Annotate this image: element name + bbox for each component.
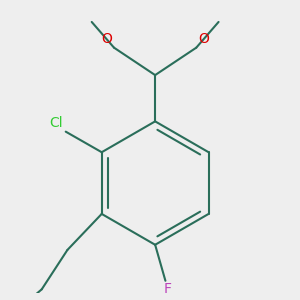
Text: Cl: Cl — [49, 116, 63, 130]
Text: F: F — [163, 283, 171, 296]
Text: O: O — [198, 32, 209, 46]
Text: O: O — [101, 32, 112, 46]
